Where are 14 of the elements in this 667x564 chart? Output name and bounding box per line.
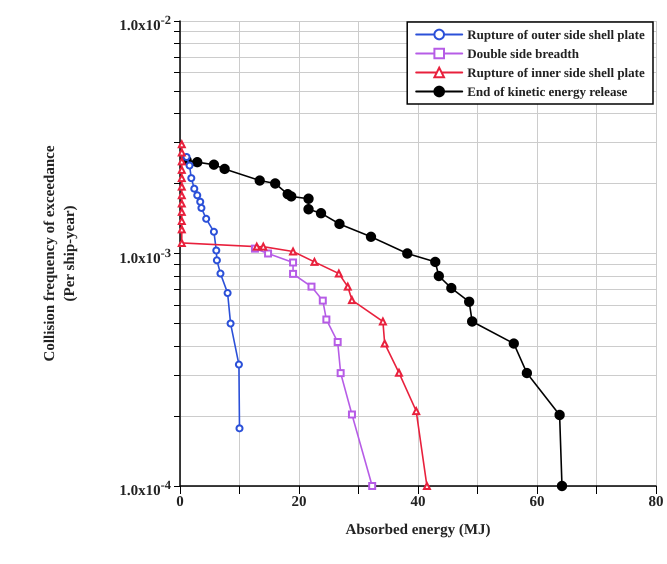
x-tick-label: 80	[648, 494, 664, 510]
legend-label: End of kinetic energy release	[467, 84, 628, 99]
y-axis-title: Collision frequency of exceedance (Per ship-year)	[42, 145, 78, 362]
legend-label: Double side breadth	[467, 46, 580, 61]
y-tick-label: 1.0x10$^{-4}$	[119, 477, 171, 500]
legend-label: Rupture of inner side shell plate	[467, 65, 645, 80]
legend-label: Rupture of outer side shell plate	[467, 27, 645, 42]
x-axis-title: Absorbed energy (MJ)	[346, 522, 490, 538]
x-tick-label: 40	[410, 494, 426, 510]
y-tick-label: 1.0x10$^{-3}$	[119, 244, 171, 268]
x-tick-label: 60	[530, 494, 544, 510]
x-tick-label: 20	[292, 494, 306, 510]
y-tick-label: 1.0x10$^{-2}$	[119, 12, 171, 35]
x-tick-label: 0	[176, 494, 184, 510]
